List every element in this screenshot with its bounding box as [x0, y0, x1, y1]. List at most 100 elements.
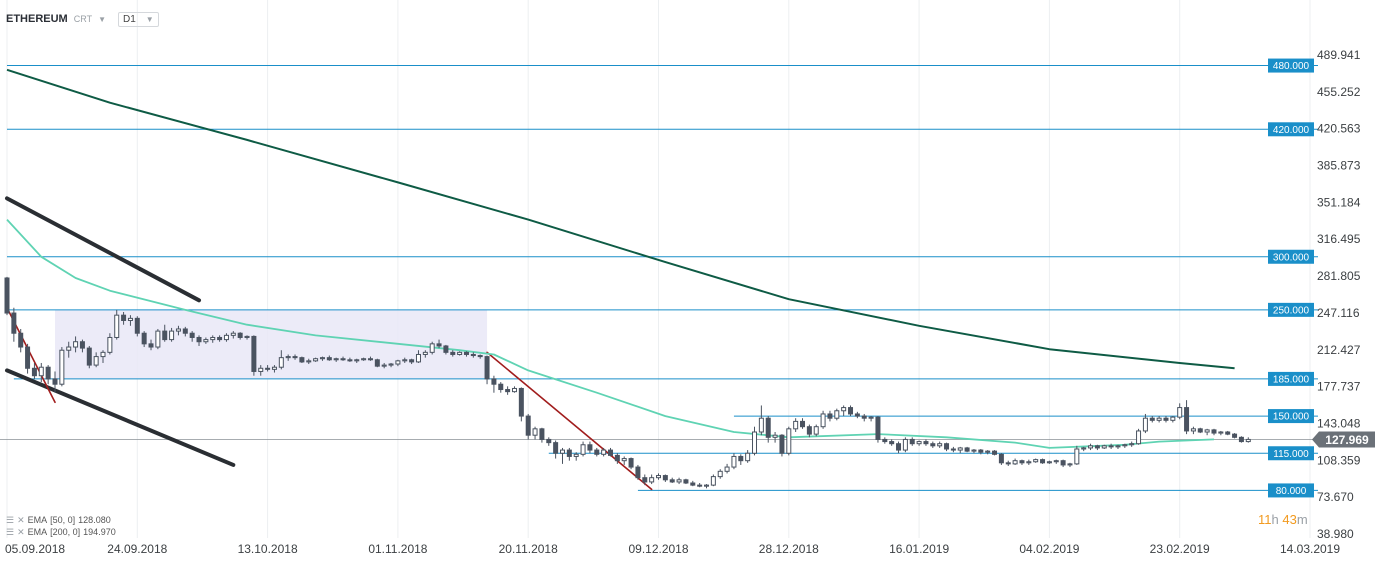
- candle-body: [347, 359, 353, 362]
- candle: [738, 454, 744, 465]
- indicator-name: EMA: [27, 527, 48, 537]
- candle: [326, 355, 332, 361]
- candle: [285, 354, 291, 361]
- candle: [793, 418, 799, 433]
- candle: [998, 453, 1004, 465]
- candle-body: [649, 477, 655, 483]
- x-tick-label: 13.10.2018: [238, 542, 298, 556]
- candle-body: [1053, 460, 1059, 463]
- indicator-params: [50, 0]: [50, 515, 76, 525]
- candle: [1088, 443, 1094, 451]
- candle: [607, 447, 613, 457]
- candle: [546, 437, 552, 446]
- level-label-bg: [1268, 122, 1314, 137]
- candle-body: [765, 417, 771, 438]
- candle-countdown-timer: 11h 43m: [1258, 512, 1308, 527]
- level-label-text: 185.000: [1273, 374, 1310, 385]
- candle: [1136, 428, 1142, 445]
- consolidation-range-box: [55, 309, 488, 379]
- candle-body: [59, 349, 65, 385]
- candle-body: [498, 383, 504, 391]
- candle-body: [429, 343, 435, 353]
- close-icon[interactable]: ✕: [17, 527, 25, 537]
- candle: [800, 418, 806, 429]
- candle-body: [601, 449, 607, 455]
- close-icon[interactable]: ✕: [17, 515, 25, 525]
- x-tick-label: 23.02.2019: [1150, 542, 1210, 556]
- candle: [491, 375, 497, 393]
- candle: [271, 365, 277, 373]
- candle: [66, 341, 72, 358]
- candle: [573, 452, 579, 461]
- level-label-text: 480.000: [1273, 61, 1310, 72]
- candle-body: [930, 443, 936, 447]
- x-tick-label: 28.12.2018: [759, 542, 819, 556]
- candle: [820, 410, 826, 429]
- candle: [1129, 441, 1135, 447]
- chart-type-selector[interactable]: CRT: [73, 14, 93, 24]
- candle-body: [539, 428, 545, 440]
- candle: [628, 457, 634, 470]
- candle: [1225, 430, 1231, 436]
- candle-body: [367, 358, 373, 361]
- candle: [429, 341, 435, 355]
- candle: [367, 356, 373, 361]
- candle-body: [697, 484, 703, 487]
- candle-body: [258, 367, 264, 372]
- candle: [374, 358, 380, 368]
- candle-body: [1108, 445, 1114, 448]
- timeframe-selector[interactable]: D1 ▼: [118, 11, 159, 27]
- candle: [443, 344, 449, 355]
- candle: [484, 355, 490, 385]
- candle: [196, 335, 202, 346]
- candle: [415, 350, 421, 363]
- candle: [134, 316, 140, 337]
- symbol-name[interactable]: ETHEREUM: [6, 13, 68, 25]
- indicator-name: EMA: [27, 515, 48, 525]
- level-label-text: 80.000: [1276, 486, 1307, 497]
- chevron-down-icon[interactable]: ▼: [98, 14, 106, 24]
- candle-body: [752, 431, 758, 454]
- candle: [553, 440, 559, 459]
- candle-body: [854, 413, 860, 417]
- candle-body: [717, 470, 723, 478]
- menu-icon[interactable]: ☰: [6, 515, 15, 525]
- candle: [930, 441, 936, 448]
- level-label-bg: [1268, 371, 1314, 386]
- candle-body: [127, 317, 133, 321]
- candle-body: [93, 356, 99, 366]
- indicator-row-ema50[interactable]: ☰ ✕ EMA [50, 0] 128.080: [6, 514, 116, 526]
- menu-icon[interactable]: ☰: [6, 527, 15, 537]
- candle-body: [937, 443, 943, 447]
- x-tick-label: 16.01.2019: [889, 542, 949, 556]
- candle-body: [566, 449, 572, 457]
- candle-body: [834, 410, 840, 419]
- candle-body: [505, 389, 511, 393]
- candle: [347, 357, 353, 362]
- candle-body: [553, 442, 559, 454]
- candle-body: [662, 475, 668, 481]
- candle: [354, 358, 360, 363]
- level-label: 420.000: [1268, 122, 1314, 137]
- candle: [669, 477, 675, 483]
- indicator-row-ema200[interactable]: ☰ ✕ EMA [200, 0] 194.970: [6, 526, 116, 538]
- candle-body: [1129, 443, 1135, 446]
- candle: [361, 357, 367, 361]
- candle: [587, 441, 593, 454]
- candle-body: [477, 355, 483, 358]
- candle: [189, 331, 195, 342]
- candle: [11, 307, 17, 342]
- candle-body: [25, 346, 31, 369]
- level-label-bg: [1268, 409, 1314, 424]
- candle-body: [820, 413, 826, 428]
- candle-body: [374, 359, 380, 367]
- candle-body: [985, 450, 991, 453]
- candle-body: [786, 428, 792, 454]
- candle-body: [217, 336, 223, 341]
- candle: [690, 480, 696, 487]
- candle-body: [690, 482, 696, 486]
- candle-body: [134, 317, 140, 334]
- candle: [580, 441, 586, 457]
- candle: [779, 434, 785, 457]
